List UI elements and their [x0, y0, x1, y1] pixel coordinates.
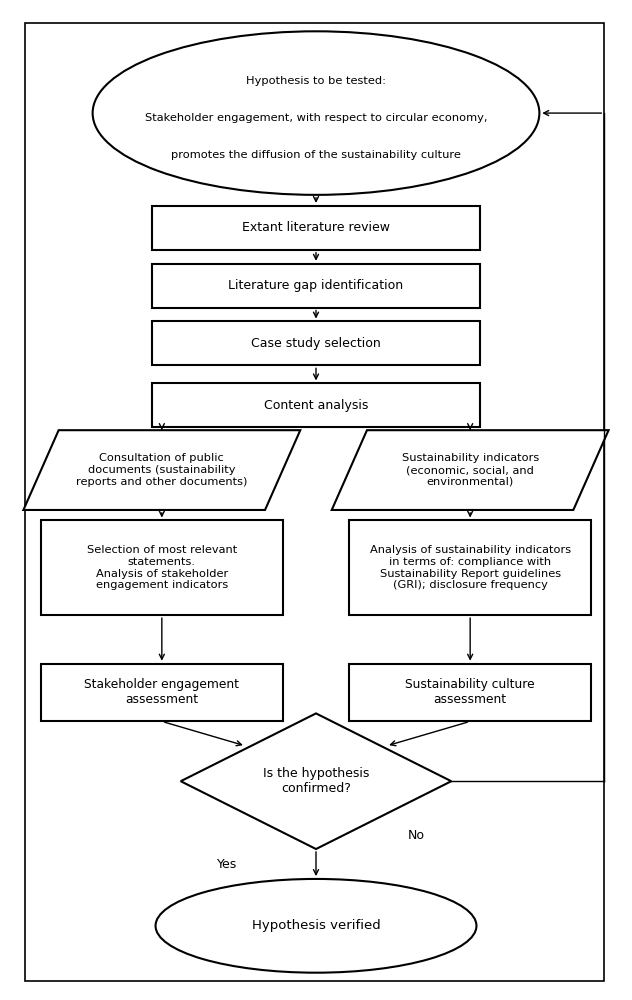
Text: No: No — [408, 829, 425, 842]
Bar — [152, 321, 480, 365]
Text: promotes the diffusion of the sustainability culture: promotes the diffusion of the sustainabi… — [171, 150, 461, 160]
Bar — [152, 383, 480, 427]
Bar — [152, 264, 480, 308]
Polygon shape — [23, 430, 300, 510]
Text: Sustainability culture
assessment: Sustainability culture assessment — [405, 678, 535, 706]
Text: Consultation of public
documents (sustainability
reports and other documents): Consultation of public documents (sustai… — [76, 453, 248, 487]
Ellipse shape — [155, 879, 477, 973]
Text: Is the hypothesis
confirmed?: Is the hypothesis confirmed? — [263, 767, 369, 795]
Text: Extant literature review: Extant literature review — [242, 221, 390, 234]
Text: Analysis of sustainability indicators
in terms of: compliance with
Sustainabilit: Analysis of sustainability indicators in… — [370, 545, 571, 590]
Polygon shape — [181, 713, 451, 849]
Bar — [152, 206, 480, 250]
Polygon shape — [332, 430, 609, 510]
Text: Case study selection: Case study selection — [251, 337, 381, 350]
Text: Selection of most relevant
statements.
Analysis of stakeholder
engagement indica: Selection of most relevant statements. A… — [87, 545, 237, 590]
Text: Content analysis: Content analysis — [264, 399, 368, 412]
Text: Literature gap identification: Literature gap identification — [228, 279, 404, 292]
Bar — [349, 664, 592, 721]
Bar — [40, 520, 283, 615]
Text: Sustainability indicators
(economic, social, and
environmental): Sustainability indicators (economic, soc… — [401, 453, 539, 487]
Bar — [40, 664, 283, 721]
Text: Hypothesis verified: Hypothesis verified — [252, 919, 380, 932]
Text: Yes: Yes — [217, 858, 237, 871]
Text: Stakeholder engagement
assessment: Stakeholder engagement assessment — [84, 678, 240, 706]
Bar — [349, 520, 592, 615]
Text: Stakeholder engagement, with respect to circular economy,: Stakeholder engagement, with respect to … — [145, 113, 487, 123]
Text: Hypothesis to be tested:: Hypothesis to be tested: — [246, 76, 386, 86]
